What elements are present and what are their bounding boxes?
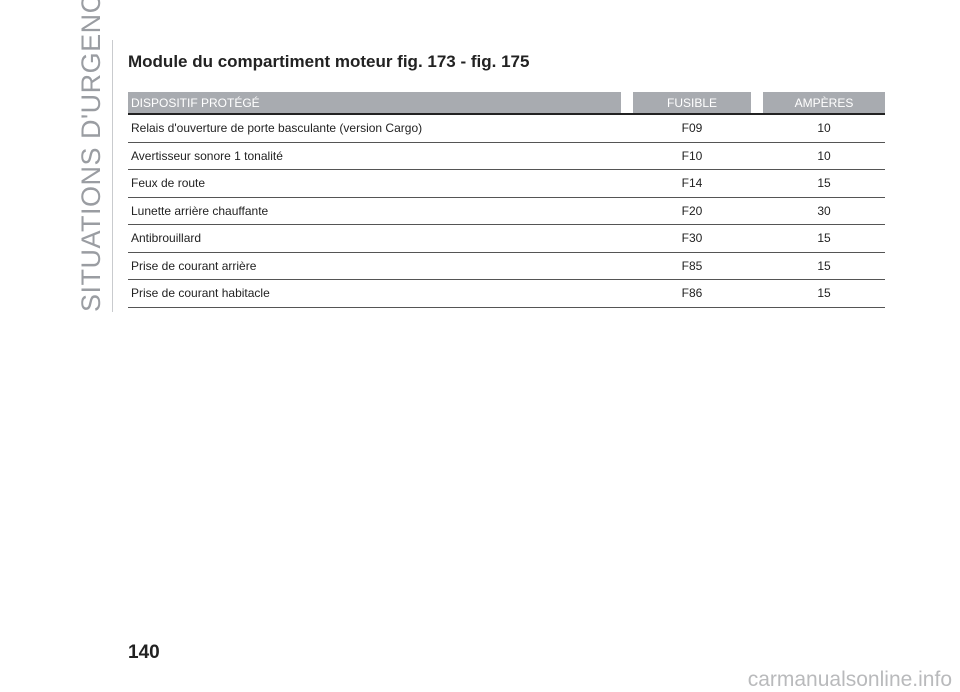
gap bbox=[751, 114, 763, 143]
gap bbox=[621, 114, 633, 143]
header-cell: AMPÈRES bbox=[763, 92, 885, 115]
table-row: Relais d'ouverture de porte basculante (… bbox=[128, 114, 885, 143]
gap bbox=[621, 224, 633, 253]
fuse-table: DISPOSITIF PROTÉGÉ FUSIBLE AMPÈRES Relai… bbox=[128, 92, 885, 308]
gap bbox=[621, 169, 633, 198]
header-cell: FUSIBLE bbox=[633, 92, 751, 115]
table-cell: Prise de courant arrière bbox=[128, 252, 621, 280]
table-cell: F30 bbox=[633, 224, 751, 253]
gap bbox=[751, 224, 763, 253]
table-cell: 10 bbox=[763, 142, 885, 170]
table-body: Relais d'ouverture de porte basculante (… bbox=[128, 114, 885, 308]
gap bbox=[751, 252, 763, 280]
gap bbox=[751, 279, 763, 308]
page-number: 140 bbox=[128, 642, 160, 663]
table-row: Lunette arrière chauffante F20 30 bbox=[128, 197, 885, 225]
gap bbox=[621, 142, 633, 170]
gap bbox=[621, 197, 633, 225]
table-row: Feux de route F14 15 bbox=[128, 169, 885, 198]
gap bbox=[751, 197, 763, 225]
gap bbox=[621, 252, 633, 280]
table-cell: 15 bbox=[763, 252, 885, 280]
side-rule bbox=[112, 40, 113, 312]
gap bbox=[751, 92, 763, 115]
table-cell: F14 bbox=[633, 169, 751, 198]
watermark: carmanualsonline.info bbox=[747, 668, 952, 691]
gap bbox=[751, 169, 763, 198]
side-title: SITUATIONS D'URGENCE bbox=[76, 0, 106, 312]
table-cell: Feux de route bbox=[128, 169, 621, 198]
table-row: Antibrouillard F30 15 bbox=[128, 224, 885, 253]
table-cell: 15 bbox=[763, 224, 885, 253]
table-row: Avertisseur sonore 1 tonalité F10 10 bbox=[128, 142, 885, 170]
table-cell: F10 bbox=[633, 142, 751, 170]
table-cell: F20 bbox=[633, 197, 751, 225]
table-cell: 15 bbox=[763, 169, 885, 198]
table-cell: Prise de courant habitacle bbox=[128, 279, 621, 308]
gap bbox=[621, 92, 633, 115]
section-title: Module du compartiment moteur fig. 173 -… bbox=[128, 52, 530, 71]
table-row: Prise de courant arrière F85 15 bbox=[128, 252, 885, 280]
table-cell: 10 bbox=[763, 114, 885, 143]
table-row: Prise de courant habitacle F86 15 bbox=[128, 279, 885, 308]
table-cell: Relais d'ouverture de porte basculante (… bbox=[128, 114, 621, 143]
gap bbox=[621, 279, 633, 308]
table-cell: Lunette arrière chauffante bbox=[128, 197, 621, 225]
header-row: DISPOSITIF PROTÉGÉ FUSIBLE AMPÈRES bbox=[128, 92, 885, 115]
table-cell: F85 bbox=[633, 252, 751, 280]
table-cell: 15 bbox=[763, 279, 885, 308]
table-cell: F86 bbox=[633, 279, 751, 308]
gap bbox=[751, 142, 763, 170]
table-cell: F09 bbox=[633, 114, 751, 143]
table-cell: Antibrouillard bbox=[128, 224, 621, 253]
table-cell: 30 bbox=[763, 197, 885, 225]
table-cell: Avertisseur sonore 1 tonalité bbox=[128, 142, 621, 170]
header-cell: DISPOSITIF PROTÉGÉ bbox=[128, 92, 621, 115]
